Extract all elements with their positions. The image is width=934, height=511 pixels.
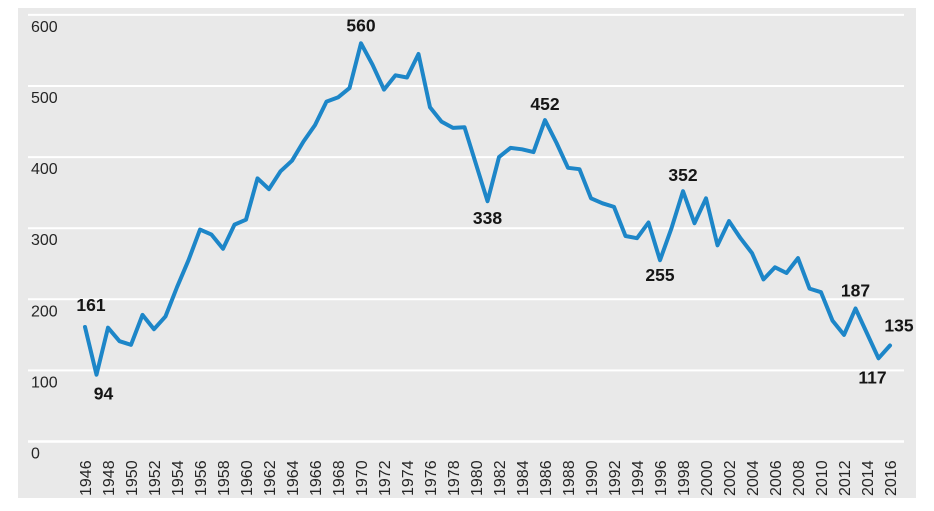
- x-axis-tick-label: 1964: [285, 460, 302, 496]
- x-axis-tick-label: 2012: [837, 460, 854, 496]
- x-axis-tick-label: 1976: [423, 460, 440, 496]
- x-axis-tick-label: 1992: [607, 460, 624, 496]
- x-axis-tick-label: 1972: [377, 460, 394, 496]
- data-point-label: 187: [841, 281, 870, 301]
- x-axis-tick-label: 1978: [446, 460, 463, 496]
- data-series-line: [83, 41, 892, 377]
- data-point-label: 338: [473, 208, 502, 228]
- x-axis-tick-label: 1998: [676, 460, 693, 496]
- x-axis-tick-label: 1960: [239, 460, 256, 496]
- plot-area: [18, 8, 916, 498]
- x-axis-tick-label: 1988: [561, 460, 578, 496]
- x-axis-tick-label: 2016: [883, 460, 900, 496]
- data-point-label: 352: [668, 165, 697, 185]
- data-point-label: 161: [76, 295, 105, 315]
- y-axis-tick-label: 500: [31, 90, 58, 107]
- x-axis-tick-label: 1948: [101, 460, 118, 496]
- x-axis-tick-label: 2006: [768, 460, 785, 496]
- x-axis-tick-label: 1982: [492, 460, 509, 496]
- data-point-label: 560: [346, 15, 375, 35]
- y-axis-tick-label: 400: [31, 161, 58, 178]
- x-axis-tick-label: 1968: [331, 460, 348, 496]
- data-point-label: 117: [858, 367, 886, 387]
- x-axis-tick-label: 1984: [515, 460, 532, 496]
- x-axis-tick-label: 2014: [860, 460, 877, 496]
- y-axis-tick-label: 100: [31, 374, 58, 391]
- x-axis-tick-label: 1994: [630, 460, 647, 496]
- data-point-label: 452: [530, 94, 559, 114]
- x-axis-tick-label: 1956: [193, 460, 210, 496]
- x-axis-tick-label: 1962: [262, 460, 279, 496]
- x-axis-tick-label: 1974: [400, 460, 417, 496]
- y-axis-tick-label: 0: [31, 446, 40, 463]
- y-axis-tick-label: 600: [31, 19, 58, 36]
- x-axis-tick-label: 1970: [354, 460, 371, 496]
- y-axis-tick-label: 200: [31, 303, 58, 320]
- x-axis-tick-label: 2002: [722, 460, 739, 496]
- data-point-label: 135: [884, 316, 913, 336]
- x-axis-tick-label: 2004: [745, 460, 762, 496]
- x-axis-tick-label: 1986: [538, 460, 555, 496]
- data-point-label: 94: [94, 384, 114, 404]
- x-axis-tick-label: 1958: [216, 460, 233, 496]
- y-axis-tick-label: 300: [31, 232, 58, 249]
- x-axis-tick-label: 1996: [653, 460, 670, 496]
- x-axis-tick-label: 1990: [584, 460, 601, 496]
- x-axis-tick-label: 1966: [308, 460, 325, 496]
- x-axis-tick-label: 2000: [699, 460, 716, 496]
- data-point-label: 255: [645, 265, 674, 285]
- x-axis-tick-label: 2010: [814, 460, 831, 496]
- x-axis-tick-label: 2008: [791, 460, 808, 496]
- x-axis-tick-label: 1952: [147, 460, 164, 496]
- x-axis-tick-label: 1946: [78, 460, 95, 496]
- x-axis-tick-label: 1954: [170, 460, 187, 496]
- x-axis-tick-label: 1980: [469, 460, 486, 496]
- x-axis-tick-label: 1950: [124, 460, 141, 496]
